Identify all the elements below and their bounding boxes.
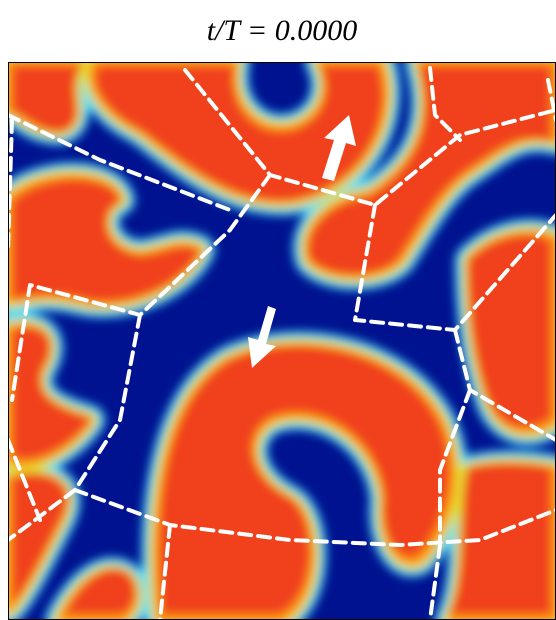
figure: t/T = 0.0000 — [0, 0, 556, 620]
page: t/T = 0.0000 ( — [0, 0, 556, 620]
simulation-field — [8, 62, 556, 620]
title: t/T = 0.0000 — [207, 14, 358, 47]
